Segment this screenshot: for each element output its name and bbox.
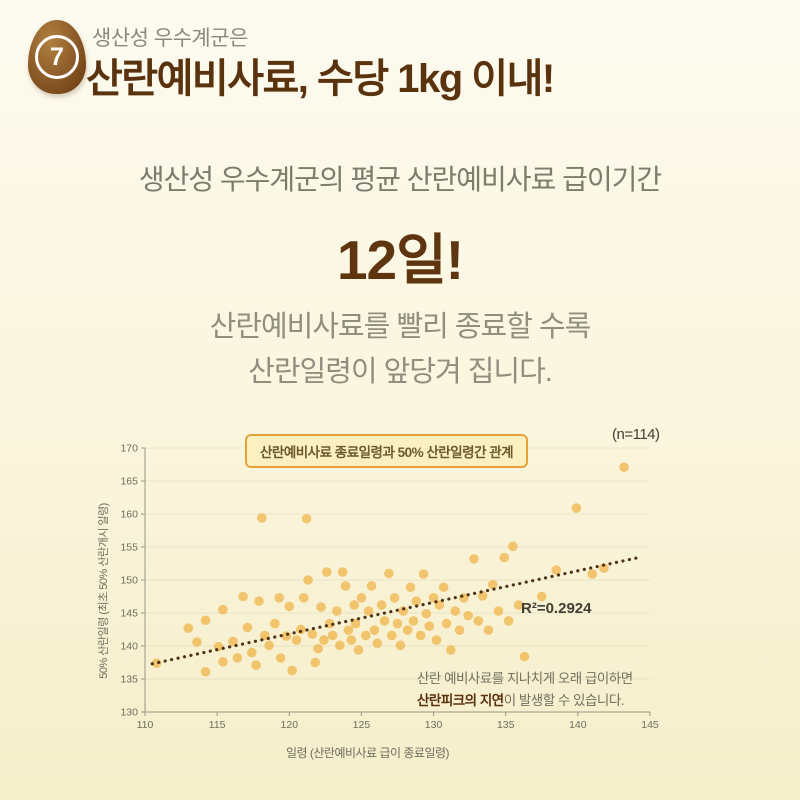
svg-text:170: 170 <box>120 443 138 455</box>
scatter-plot: 130 135 140 145 150 155 160 165 170 110 115 120 125 1… <box>120 443 659 732</box>
svg-text:120: 120 <box>281 719 299 731</box>
r-squared-label: R²=0.2924 <box>521 600 592 617</box>
svg-text:135: 135 <box>120 674 138 686</box>
svg-text:130: 130 <box>425 719 443 731</box>
kicker-text: 생산성 우수계군은 <box>92 27 248 50</box>
lead-text: 생산성 우수계군의 평균 산란예비사료 급이기간 <box>138 164 662 195</box>
headline: 산란예비사료, 수당 1kg 이내! <box>86 57 555 101</box>
annotation-bold-text: 산란피크의 지연 <box>417 692 504 708</box>
svg-text:145: 145 <box>120 608 138 620</box>
svg-text:135: 135 <box>497 719 515 731</box>
annotation-line-1: 산란 예비사료를 지나치게 오래 급이하면 <box>417 671 633 686</box>
svg-text:130: 130 <box>120 707 138 719</box>
chart-annotation: 산란 예비사료를 지나치게 오래 급이하면 산란피크의 지연이 발생할 수 있습… <box>417 668 633 712</box>
svg-text:125: 125 <box>353 719 371 731</box>
svg-text:140: 140 <box>120 641 138 653</box>
svg-text:140: 140 <box>569 719 587 731</box>
annotation-line-2: 산란피크의 지연이 발생할 수 있습니다. <box>417 690 633 712</box>
sample-size-label: (n=114) <box>612 426 660 443</box>
chart-title-badge: 산란예비사료 종료일령과 50% 산란일령간 관계 <box>245 434 529 468</box>
note-line-2: 산란일령이 앞당겨 집니다. <box>248 356 553 388</box>
egg-number-badge: 7 <box>35 35 79 79</box>
svg-text:165: 165 <box>120 476 138 488</box>
svg-text:150: 150 <box>120 575 138 587</box>
svg-text:145: 145 <box>641 719 659 731</box>
svg-text:110: 110 <box>137 719 154 731</box>
annotation-rest-text: 이 발생할 수 있습니다. <box>503 692 625 708</box>
step-number: 7 <box>50 42 64 71</box>
y-axis-label: 50% 산란일령 (최초 50% 산란개시 일령) <box>98 503 110 679</box>
svg-text:160: 160 <box>120 509 138 521</box>
svg-text:155: 155 <box>120 542 138 554</box>
svg-text:115: 115 <box>209 719 226 731</box>
big-stat: 12일! <box>336 229 464 291</box>
egg-icon: 7 <box>28 20 86 94</box>
x-axis-label: 일령 (산란예비사료 급이 종료일령) <box>285 746 450 760</box>
chart-section: 산란예비사료 종료일령과 50% 산란일령간 관계 (n=114) 50% 산란… <box>85 420 745 795</box>
note-line-1: 산란예비사료를 빨리 종료할 수록 <box>209 311 592 343</box>
